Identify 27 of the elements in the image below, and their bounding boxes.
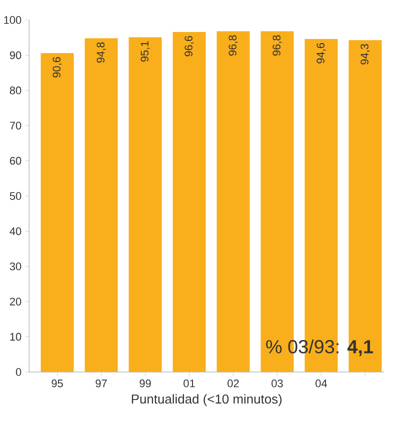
data-label: 90,6	[52, 57, 62, 78]
y-tick-label: 0	[16, 368, 22, 376]
data-label: 94,6	[316, 43, 326, 64]
x-tick-label: 97	[96, 380, 107, 388]
y-tick-label: 50	[10, 192, 22, 200]
y-tick-label: 70	[10, 122, 22, 130]
x-tick-label: 02	[227, 380, 239, 388]
y-tick-label: 20	[10, 298, 22, 306]
x-tick-label: 95	[52, 380, 63, 388]
x-tick-label: 04	[315, 380, 327, 388]
y-tick-label: 100	[4, 16, 22, 24]
y-tick-label: 40	[10, 227, 22, 236]
x-tick-label: 99	[140, 380, 151, 388]
y-tick-label: 60	[10, 156, 22, 165]
y-tick-label: 80	[10, 86, 22, 94]
data-label: 94,3	[360, 44, 370, 64]
data-label: 96,8	[228, 35, 238, 56]
data-label: 94,8	[96, 42, 106, 63]
x-tick-label: 01	[183, 380, 195, 388]
data-label: 96,6	[184, 36, 194, 56]
y-tick-label: 30	[10, 262, 22, 270]
y-tick-label: 90	[10, 51, 22, 60]
data-label: 96,8	[272, 35, 282, 56]
data-label: 95,1	[140, 41, 150, 62]
y-tick-label: 10	[10, 332, 22, 341]
x-tick-label: 03	[271, 380, 283, 388]
x-axis-title: Puntualidad (<10 minutos)	[132, 394, 282, 406]
